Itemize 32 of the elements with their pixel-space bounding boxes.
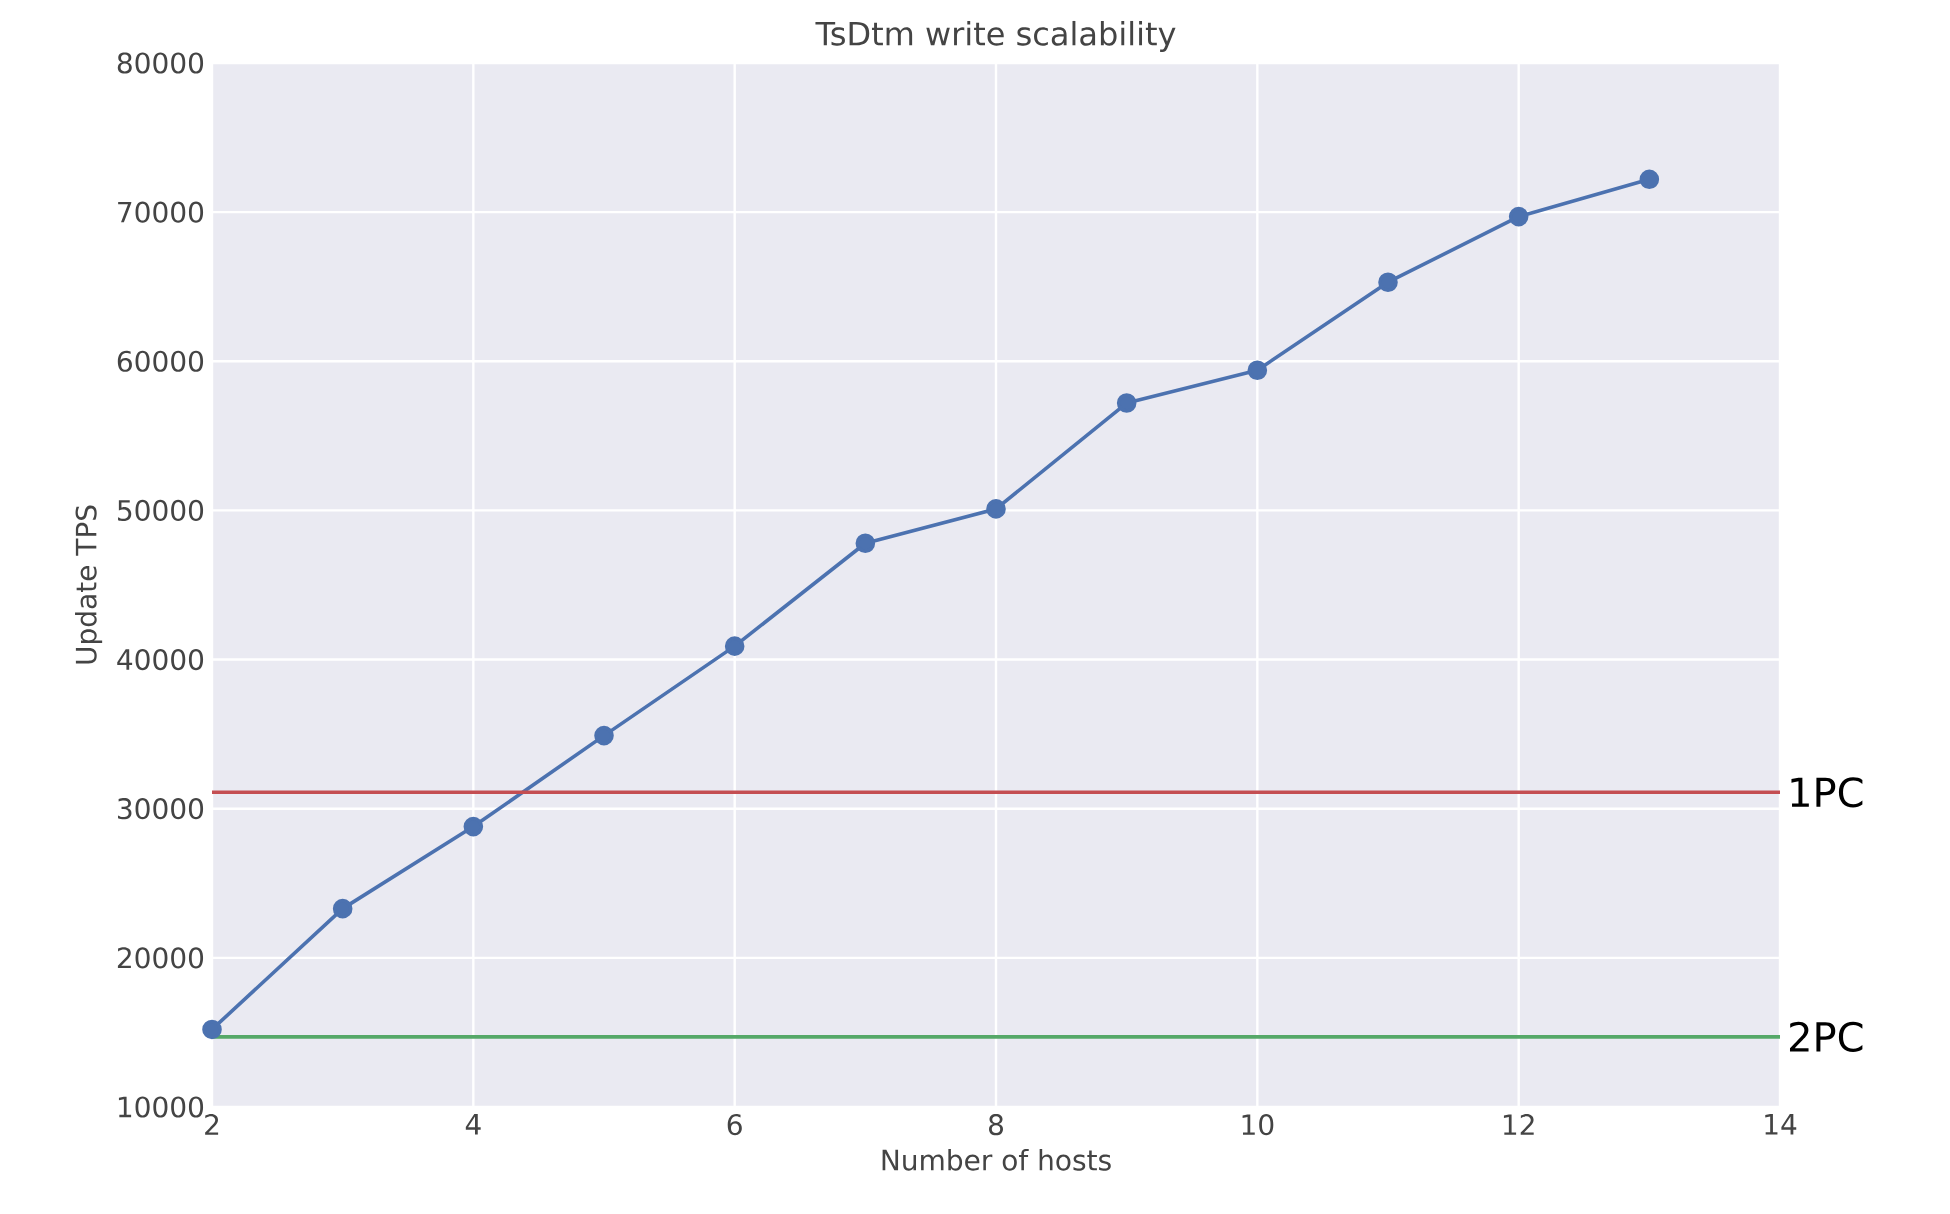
point [594, 725, 614, 746]
ref-line-label: 1PC [1791, 777, 1863, 808]
y-tick-label: 80000 [117, 52, 204, 74]
x-tick-label: 14 [1765, 1114, 1797, 1135]
x-tick-label: 2 [205, 1114, 219, 1135]
x-tick-label: 12 [1503, 1114, 1534, 1135]
x-tick-label: 6 [727, 1114, 742, 1136]
y-tick-label: 70000 [118, 201, 204, 223]
point [1378, 272, 1398, 293]
y-tick-label: 10000 [118, 1096, 204, 1118]
point [463, 816, 484, 837]
x-axis-title: Number of hosts [882, 1148, 1111, 1171]
point [986, 499, 1006, 519]
y-axis-title: Update TPS [75, 505, 103, 664]
y-tick-label: 60000 [117, 350, 204, 372]
ref-line-label: 2PC [1789, 1021, 1863, 1053]
y-tick-label: 50000 [118, 499, 204, 522]
x-tick-label: 8 [989, 1114, 1003, 1136]
x-tick-label: 10 [1242, 1114, 1274, 1136]
point [1116, 393, 1137, 413]
point [724, 636, 745, 656]
y-tick-label: 20000 [117, 947, 204, 969]
point [1639, 169, 1660, 190]
point [1508, 206, 1529, 227]
x-tick-label: 4 [465, 1114, 481, 1135]
chart-title: TsDtm write scalability [815, 20, 1176, 52]
point [332, 898, 353, 919]
y-tick-label: 30000 [118, 798, 204, 820]
point [855, 533, 876, 554]
point [202, 1019, 222, 1040]
point [1247, 360, 1268, 381]
y-tick-label: 40000 [117, 648, 204, 671]
